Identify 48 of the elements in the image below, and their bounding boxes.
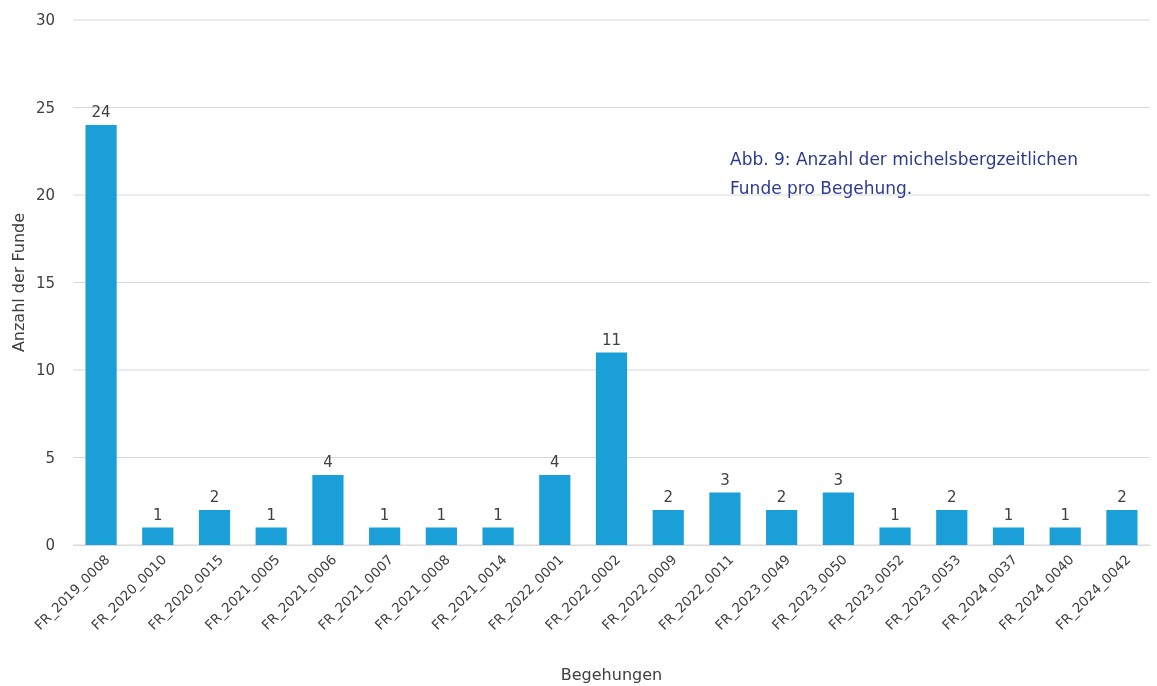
y-tick-label: 0 xyxy=(45,536,55,555)
bar xyxy=(369,527,401,545)
data-label: 1 xyxy=(493,505,503,524)
data-label: 1 xyxy=(379,505,390,524)
bar xyxy=(766,510,798,545)
y-tick-label: 5 xyxy=(45,448,55,467)
data-label: 3 xyxy=(720,470,730,489)
y-tick-label: 20 xyxy=(35,186,55,205)
bar xyxy=(482,527,514,545)
bar xyxy=(142,527,174,545)
bar xyxy=(255,527,287,545)
data-label: 2 xyxy=(947,488,957,506)
data-label: 24 xyxy=(91,103,111,121)
data-label: 2 xyxy=(663,488,673,506)
data-label: 3 xyxy=(833,470,844,489)
data-label: 11 xyxy=(601,330,622,349)
data-label: 1 xyxy=(153,505,163,524)
data-label: 1 xyxy=(1003,505,1014,524)
x-axis-title: Begehungen xyxy=(560,665,663,684)
bar xyxy=(822,492,854,545)
bar xyxy=(312,475,344,545)
bar xyxy=(936,510,968,545)
annotation: Abb. 9: Anzahl der michelsbergzeitlichen Funde pro Begehung. xyxy=(729,148,1079,200)
data-label: 4 xyxy=(550,453,560,471)
bar xyxy=(709,492,741,545)
y-tick-label: 10 xyxy=(35,361,55,380)
bar xyxy=(1049,527,1081,545)
data-label: 1 xyxy=(890,505,900,524)
data-label: 2 xyxy=(776,488,787,506)
y-tick-label: 25 xyxy=(35,98,55,117)
bar xyxy=(539,475,571,545)
bar xyxy=(652,510,684,545)
bar xyxy=(85,125,117,545)
data-label: 2 xyxy=(1117,488,1127,506)
data-label: 1 xyxy=(266,505,276,524)
bar xyxy=(992,527,1025,545)
data-label: 4 xyxy=(323,453,333,471)
data-label: 1 xyxy=(1060,505,1070,524)
data-label: 1 xyxy=(436,505,447,524)
bar xyxy=(425,527,457,545)
bar xyxy=(1106,510,1138,545)
y-tick-label: 15 xyxy=(35,273,55,292)
y-axis-title: Anzahl der Funde xyxy=(9,212,28,353)
bar xyxy=(198,510,231,545)
bar xyxy=(879,527,911,545)
y-tick-label: 30 xyxy=(35,11,55,30)
data-label: 2 xyxy=(209,488,220,506)
bar xyxy=(595,352,628,545)
